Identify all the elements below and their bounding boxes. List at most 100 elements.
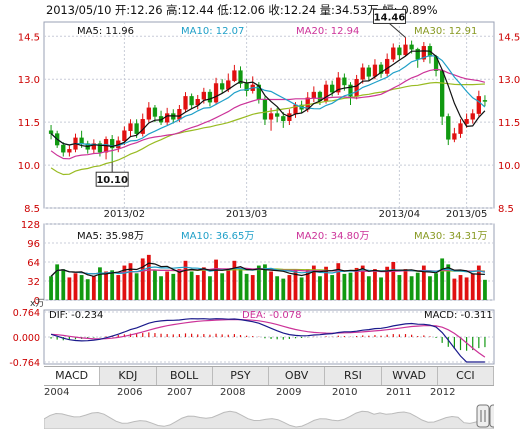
tab-obv[interactable]: OBV xyxy=(269,367,326,385)
candle-body xyxy=(336,77,341,93)
volume-bar xyxy=(67,277,72,300)
candle-body xyxy=(440,70,445,117)
high-value: 12.44 xyxy=(181,3,214,17)
volume-bar xyxy=(421,265,426,300)
timeline-navigator[interactable] xyxy=(44,401,494,429)
volume-moving-averages xyxy=(50,262,486,277)
volume-bar xyxy=(470,273,475,300)
candle-body xyxy=(311,91,316,99)
candle-body xyxy=(207,91,213,103)
macd-histogram xyxy=(50,332,486,351)
candle-body xyxy=(238,70,243,84)
candle-body xyxy=(342,77,347,86)
price-y-tick-label: 14.5 xyxy=(18,32,40,43)
volume-bar xyxy=(483,279,487,300)
tab-cci[interactable]: CCI xyxy=(438,367,494,385)
price-x-tick-label: 2013/04 xyxy=(379,209,421,220)
price-y-tick-label-right: 8.5 xyxy=(498,204,514,215)
open-label: 开: xyxy=(114,3,131,17)
volume-bar xyxy=(140,258,145,300)
price-y-tick-label: 13.0 xyxy=(18,75,40,86)
volume-bar xyxy=(440,258,445,300)
candle-body xyxy=(470,113,475,120)
volume-bar xyxy=(299,277,304,300)
candle-body xyxy=(91,143,96,150)
tab-wvad[interactable]: WVAD xyxy=(382,367,438,385)
volume-bar xyxy=(373,269,377,300)
candle-body xyxy=(177,109,182,120)
volume-y-tick-label: 128 xyxy=(21,220,40,231)
candle-body xyxy=(330,84,335,93)
candle-body xyxy=(220,83,225,90)
range-handle-right[interactable] xyxy=(489,404,494,428)
candle-body xyxy=(48,130,54,134)
volume-bar xyxy=(128,263,133,300)
tab-boll[interactable]: BOLL xyxy=(157,367,213,385)
candle-body xyxy=(372,64,378,77)
candle-body xyxy=(213,83,219,103)
volume-bar xyxy=(220,273,225,300)
volume-bar xyxy=(116,275,121,300)
volume-bar xyxy=(250,275,255,300)
volume-y-tick-label: 0 xyxy=(34,296,40,307)
low-label: 低: xyxy=(217,3,233,17)
timeline-overview-area xyxy=(44,410,494,429)
candle-body xyxy=(165,113,170,123)
volume-bar xyxy=(336,263,341,300)
tab-macd[interactable]: MACD xyxy=(44,367,101,385)
price-y-tick-label-right: 13.0 xyxy=(498,75,520,86)
timeline-year-label: 2010 xyxy=(332,387,358,398)
annotation-label: 14.46 xyxy=(374,12,406,23)
volume-bars xyxy=(49,254,487,300)
candle-body xyxy=(385,58,390,74)
candle-body xyxy=(262,99,268,120)
tab-psy[interactable]: PSY xyxy=(213,367,269,385)
volume-bar xyxy=(195,275,200,300)
volume-bar xyxy=(189,271,194,300)
volume-bar xyxy=(305,269,310,300)
volume-bar xyxy=(61,269,66,300)
candle-body xyxy=(232,70,237,81)
dea-line xyxy=(51,319,486,358)
volume-bar xyxy=(256,265,261,300)
volume-bar xyxy=(324,266,328,300)
ma20-line xyxy=(50,68,486,160)
volume-bar xyxy=(177,269,182,300)
range-handle-left[interactable] xyxy=(476,404,490,428)
volume-y-tick-label: 96 xyxy=(27,239,40,250)
volume-bar xyxy=(452,278,457,300)
volume-bar xyxy=(391,262,396,300)
annotation-box xyxy=(373,8,406,24)
ma10-line xyxy=(50,54,486,147)
volume-bar xyxy=(110,270,115,300)
volume-bar xyxy=(159,276,163,300)
candle-body xyxy=(275,113,280,117)
volume-bar xyxy=(55,264,60,300)
candle-body xyxy=(189,96,194,106)
candle-body xyxy=(354,78,359,97)
volume-bar xyxy=(330,275,335,300)
volume-bar xyxy=(281,278,286,300)
legend-ma5: MA5: 11.96 xyxy=(77,26,135,37)
volume-y-ticks: 0 32 64 96 128 xyxy=(21,220,40,307)
volume-bar xyxy=(287,275,292,300)
tab-rsi[interactable]: RSI xyxy=(325,367,382,385)
volume-bar xyxy=(409,276,414,300)
volume-bar xyxy=(49,276,53,300)
volume-bar xyxy=(122,265,127,300)
price-x-ticks: 2013/02 2013/03 2013/04 2013/05 xyxy=(104,209,488,220)
volume-bar xyxy=(360,265,365,300)
candle-body xyxy=(409,44,414,50)
volume-grid xyxy=(44,223,494,301)
timeline-year-label: 2007 xyxy=(167,387,193,398)
timeline-years: 2004 2006 2007 2008 2009 2010 2011 2012 xyxy=(44,387,494,401)
tab-kdj[interactable]: KDJ xyxy=(100,367,157,385)
macd-legend-macd: MACD: -0.311 xyxy=(424,310,493,321)
macd-grid xyxy=(44,311,494,363)
candle-body xyxy=(482,100,488,102)
macd-y-tick-label: 0.000 xyxy=(13,333,40,344)
timeline-year-label: 2004 xyxy=(44,387,70,398)
volume-bar xyxy=(104,271,108,300)
volume-bar xyxy=(214,259,218,300)
timeline-year-label: 2011 xyxy=(386,387,412,398)
